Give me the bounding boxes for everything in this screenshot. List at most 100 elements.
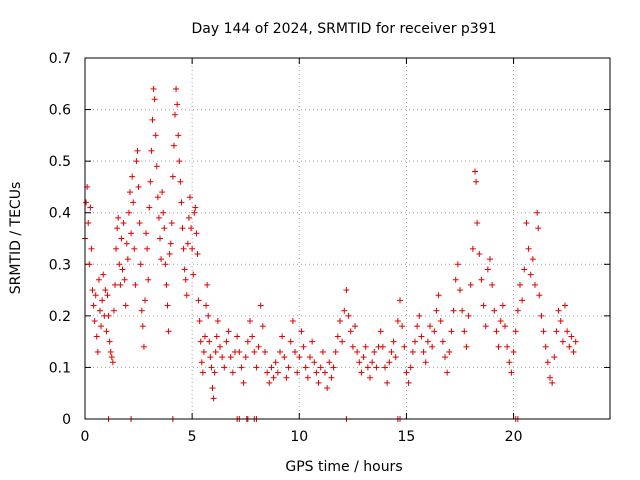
data-point (512, 328, 519, 335)
data-point (127, 189, 133, 196)
data-point (200, 348, 207, 355)
data-point (407, 364, 414, 371)
data-point (184, 240, 191, 247)
data-point (162, 261, 169, 268)
data-point (93, 333, 100, 340)
data-point (110, 307, 117, 314)
data-point (199, 369, 206, 376)
data-point (161, 225, 168, 232)
data-point (454, 261, 461, 268)
data-point (125, 209, 132, 216)
data-point (274, 369, 281, 376)
data-point (129, 173, 136, 180)
data-point (390, 338, 397, 345)
y-tick-labels: 0 0.1 0.2 0.3 0.4 0.5 0.6 0.7 (49, 51, 71, 428)
data-point (251, 348, 258, 355)
data-point (304, 374, 311, 381)
data-point (343, 287, 350, 294)
data-point (179, 225, 186, 232)
data-point (244, 338, 251, 345)
data-point (347, 328, 354, 335)
data-point (100, 271, 107, 278)
data-point (547, 374, 553, 381)
data-point (317, 364, 324, 371)
data-point (452, 276, 459, 283)
data-point (178, 199, 185, 206)
data-point (160, 209, 167, 216)
data-point (450, 307, 457, 314)
data-point (517, 281, 523, 288)
data-point (112, 281, 118, 288)
data-point (139, 323, 146, 330)
data-point (253, 364, 260, 371)
data-point (158, 256, 165, 263)
data-point (322, 369, 328, 376)
data-point (433, 307, 440, 314)
data-point (167, 240, 174, 247)
data-point (324, 385, 331, 392)
data-point (298, 328, 305, 335)
data-point (169, 173, 176, 180)
data-point (289, 318, 296, 325)
y-tick-label: 0.1 (49, 360, 71, 376)
data-point (424, 338, 431, 345)
data-point (157, 235, 163, 242)
data-point (255, 343, 262, 350)
y-tick-label: 0.6 (49, 103, 71, 119)
data-point (437, 318, 444, 325)
data-point (242, 354, 249, 361)
data-point (394, 318, 401, 325)
data-point (356, 359, 363, 366)
y-tick-label: 0 (62, 412, 71, 428)
data-point (109, 359, 116, 366)
data-point (89, 287, 96, 294)
x-tick-label: 20 (505, 429, 523, 445)
data-point (420, 348, 427, 355)
data-point (416, 312, 423, 319)
data-point (397, 297, 403, 304)
y-tick-label: 0.4 (49, 206, 71, 222)
data-point (209, 385, 216, 392)
data-point (132, 281, 139, 288)
data-point (196, 318, 203, 325)
data-point (190, 271, 197, 278)
data-point (377, 328, 384, 335)
data-point (189, 245, 196, 252)
data-point (497, 318, 504, 325)
data-point (412, 338, 418, 345)
data-point (227, 354, 234, 361)
data-point (529, 256, 536, 263)
data-point (521, 266, 528, 273)
data-point (173, 85, 180, 92)
data-point (495, 343, 502, 350)
data-point (103, 328, 110, 335)
data-point (83, 199, 90, 206)
data-point (107, 348, 114, 355)
chart-title: Day 144 of 2024, SRMTID for receiver p39… (191, 21, 496, 37)
data-point (431, 328, 438, 335)
data-point (444, 369, 451, 376)
data-point (210, 395, 217, 402)
data-point (192, 204, 199, 211)
data-point (207, 354, 214, 361)
data-point (86, 261, 93, 268)
data-point (247, 318, 253, 325)
data-point (369, 359, 376, 366)
data-point (138, 307, 145, 314)
data-point (446, 348, 453, 355)
data-point (352, 323, 358, 330)
data-point (392, 354, 399, 361)
data-point (202, 333, 208, 340)
data-point (205, 312, 212, 319)
data-point (427, 323, 433, 330)
data-point (163, 281, 170, 288)
data-point (182, 276, 189, 283)
data-point (151, 96, 158, 103)
data-point (159, 189, 166, 196)
data-point (506, 359, 513, 366)
data-point (114, 225, 121, 232)
data-point (95, 276, 102, 283)
data-point (311, 359, 318, 366)
data-point (379, 343, 386, 350)
